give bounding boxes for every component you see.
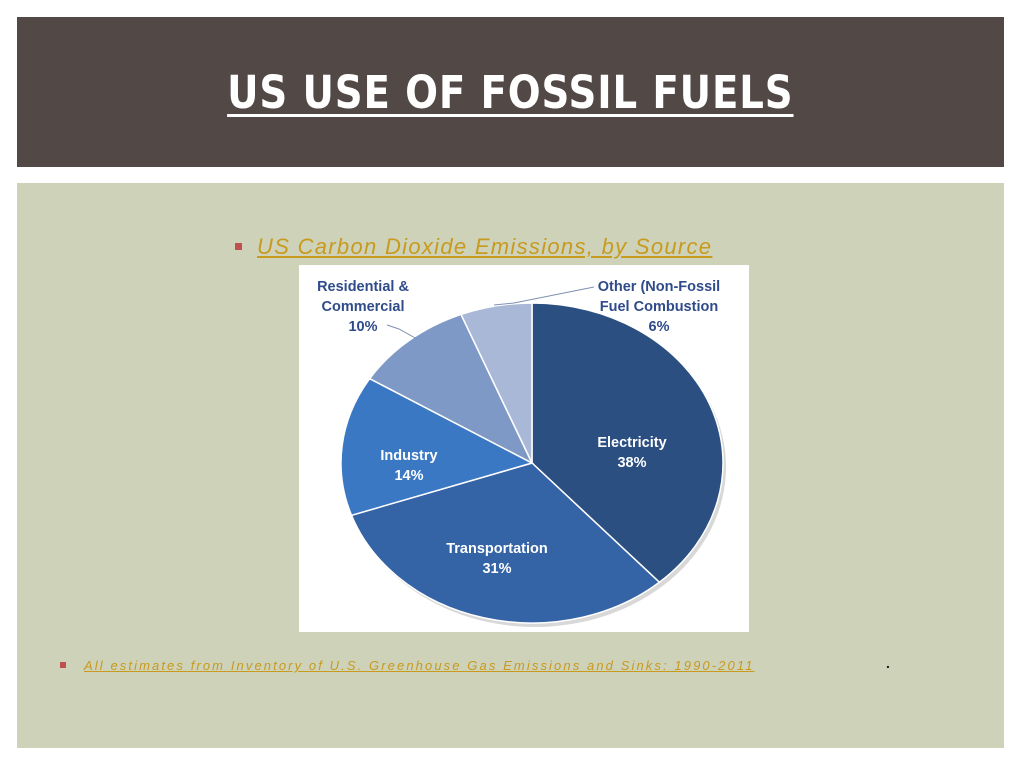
content-area: US Carbon Dioxide Emissions, by Source E… <box>17 183 1004 748</box>
pie-slice-3 <box>368 313 534 465</box>
footnote-link[interactable]: All estimates from Inventory of U.S. Gre… <box>84 658 755 673</box>
slice-label-2: Industry 14% <box>380 448 437 484</box>
slide-title: US USE OF FOSSIL FUELS <box>227 65 794 119</box>
pie-slice-2 <box>340 377 535 517</box>
pie-slice-4 <box>459 302 533 464</box>
footnote-bullet-icon <box>60 662 66 668</box>
footnote-period: . <box>886 655 890 671</box>
slice-label-1: Transportation 31% <box>446 541 548 577</box>
slice-label-4: Other (Non-Fossil Fuel Combustion 6% <box>598 279 720 335</box>
leader-line-3 <box>386 324 418 340</box>
leader-line-4 <box>493 286 595 306</box>
pie-slice-0 <box>531 302 724 584</box>
pie-chart-svg: Electricity 38% Transportation 31% Industry 1… <box>317 279 726 627</box>
bullet-icon <box>235 243 242 250</box>
chart-heading-link[interactable]: US Carbon Dioxide Emissions, by Source <box>257 234 713 259</box>
title-bar: US USE OF FOSSIL FUELS <box>17 17 1004 167</box>
slice-label-3: Residential & Commercial 10% <box>317 279 409 335</box>
slice-label-0: Electricity 38% <box>597 435 666 471</box>
pie-chart: Electricity 38% Transportation 31% Industry 1… <box>299 265 749 632</box>
pie-slice-1 <box>350 462 661 624</box>
